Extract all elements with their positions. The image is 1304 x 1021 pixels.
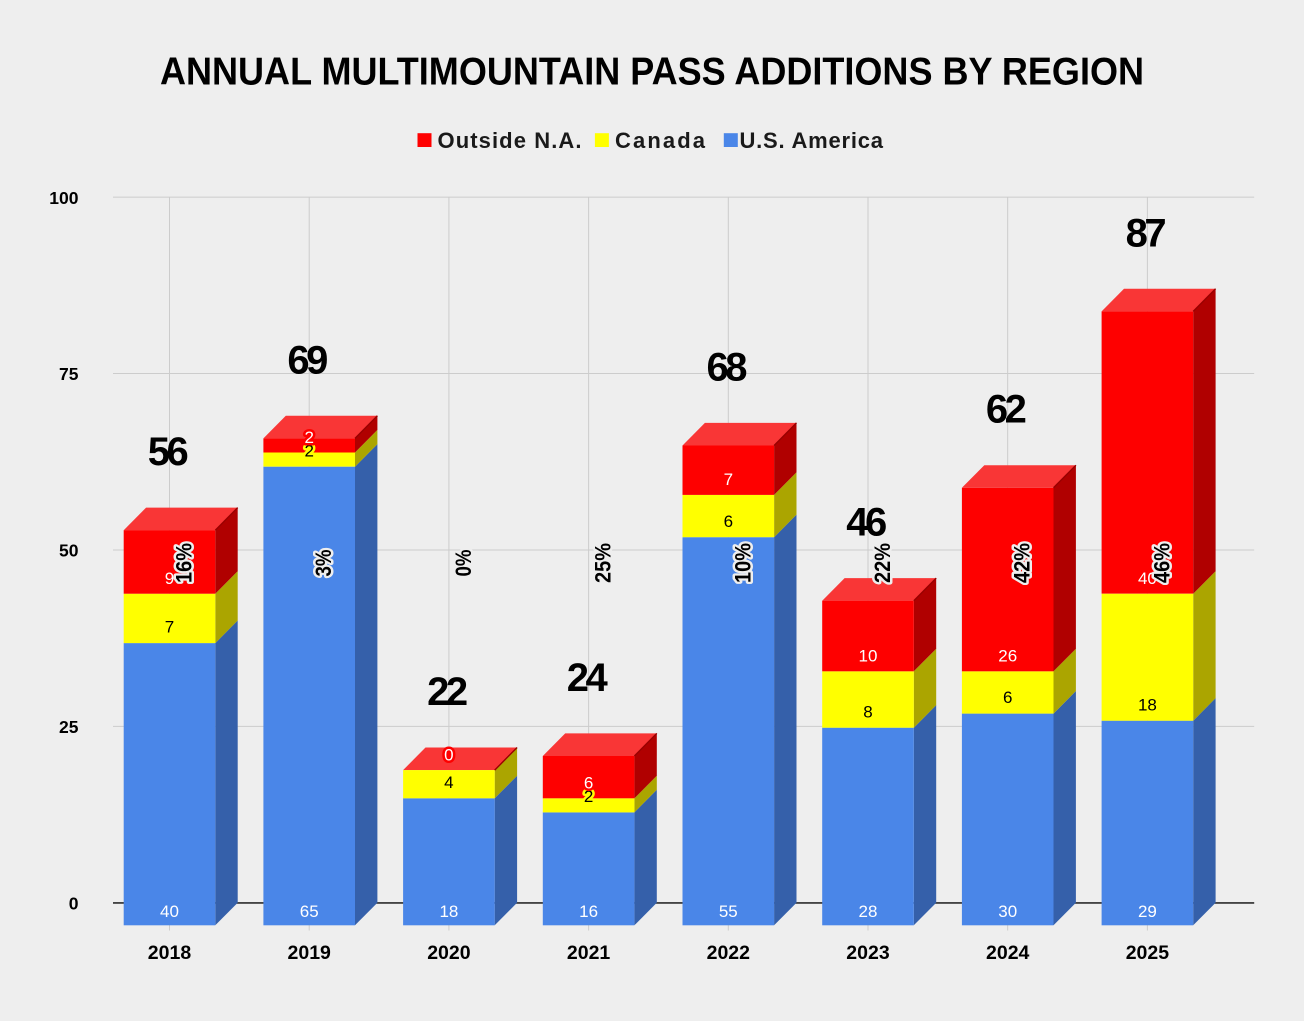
svg-text:100: 100 — [49, 188, 78, 208]
svg-text:26: 26 — [998, 647, 1017, 666]
svg-text:7: 7 — [165, 618, 174, 637]
svg-text:6: 6 — [584, 774, 593, 793]
svg-text:2023: 2023 — [846, 942, 890, 964]
svg-text:16%: 16% — [172, 543, 197, 583]
svg-text:2: 2 — [584, 787, 593, 806]
svg-text:2: 2 — [304, 428, 313, 447]
svg-text:8: 8 — [863, 702, 872, 721]
svg-text:87: 87 — [1126, 211, 1167, 255]
svg-text:2: 2 — [304, 441, 313, 460]
svg-text:7: 7 — [724, 470, 733, 489]
svg-text:2018: 2018 — [148, 942, 192, 964]
svg-text:55: 55 — [719, 902, 738, 921]
svg-text:2020: 2020 — [427, 942, 471, 964]
svg-text:75: 75 — [59, 364, 79, 384]
svg-text:U.S. America: U.S. America — [740, 128, 884, 153]
svg-text:25%: 25% — [591, 543, 616, 583]
svg-text:65: 65 — [300, 902, 319, 921]
svg-text:16: 16 — [579, 902, 598, 921]
svg-text:68: 68 — [707, 345, 748, 389]
svg-text:46: 46 — [846, 501, 887, 545]
svg-text:0%: 0% — [451, 550, 476, 577]
svg-text:46%: 46% — [1149, 543, 1174, 583]
svg-text:25: 25 — [59, 717, 79, 737]
svg-text:2025: 2025 — [1126, 942, 1170, 964]
svg-text:4: 4 — [444, 773, 453, 792]
svg-text:2024: 2024 — [986, 942, 1030, 964]
svg-text:40: 40 — [160, 902, 179, 921]
svg-text:29: 29 — [1138, 902, 1157, 921]
svg-text:28: 28 — [859, 902, 878, 921]
svg-text:62: 62 — [986, 388, 1027, 432]
svg-text:22: 22 — [427, 670, 468, 714]
svg-text:0: 0 — [69, 894, 79, 914]
svg-text:6: 6 — [1003, 688, 1012, 707]
svg-text:56: 56 — [148, 430, 189, 474]
svg-text:50: 50 — [59, 541, 79, 561]
svg-text:Outside N.A.: Outside N.A. — [438, 128, 582, 153]
svg-text:2021: 2021 — [567, 942, 611, 964]
svg-text:30: 30 — [998, 902, 1017, 921]
svg-text:9: 9 — [165, 569, 174, 588]
svg-text:18: 18 — [1138, 695, 1157, 714]
svg-text:18: 18 — [439, 902, 458, 921]
svg-text:69: 69 — [287, 338, 328, 382]
svg-text:40: 40 — [1138, 569, 1157, 588]
svg-text:2022: 2022 — [707, 942, 751, 964]
svg-text:10: 10 — [859, 647, 878, 666]
svg-text:10%: 10% — [730, 543, 755, 583]
svg-text:Canada: Canada — [615, 128, 706, 153]
svg-text:24: 24 — [567, 656, 609, 700]
svg-text:22%: 22% — [870, 543, 895, 583]
svg-text:0: 0 — [444, 745, 453, 764]
svg-text:42%: 42% — [1010, 543, 1035, 583]
svg-text:ANNUAL MULTIMOUNTAIN PASS ADDI: ANNUAL MULTIMOUNTAIN PASS ADDITIONS BY R… — [160, 51, 1144, 94]
svg-text:2019: 2019 — [288, 942, 332, 964]
svg-text:3%: 3% — [311, 550, 336, 577]
svg-text:6: 6 — [724, 512, 733, 531]
